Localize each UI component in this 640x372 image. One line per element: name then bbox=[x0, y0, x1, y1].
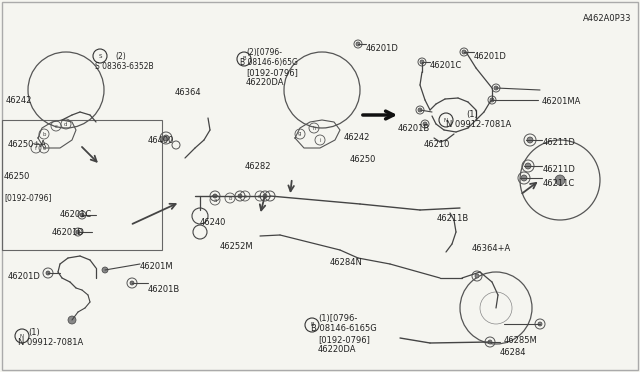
Text: N: N bbox=[20, 334, 24, 339]
Circle shape bbox=[527, 137, 533, 143]
Text: 46201D: 46201D bbox=[474, 52, 507, 61]
Text: e: e bbox=[42, 145, 45, 151]
Text: g: g bbox=[298, 131, 301, 137]
Text: (1): (1) bbox=[466, 110, 477, 119]
Text: 46240: 46240 bbox=[200, 218, 227, 227]
Circle shape bbox=[238, 194, 242, 198]
Text: b: b bbox=[228, 196, 232, 201]
Text: [0192-0796]: [0192-0796] bbox=[246, 68, 298, 77]
Text: 46201D: 46201D bbox=[52, 228, 85, 237]
Text: 46211C: 46211C bbox=[543, 179, 575, 188]
Text: 46285M: 46285M bbox=[504, 336, 538, 345]
Text: 46220DA: 46220DA bbox=[246, 78, 285, 87]
Circle shape bbox=[68, 316, 76, 324]
Text: 46201MA: 46201MA bbox=[542, 97, 581, 106]
Text: S 08363-6352B: S 08363-6352B bbox=[95, 62, 154, 71]
Circle shape bbox=[538, 322, 542, 326]
Text: B: B bbox=[310, 323, 314, 327]
Circle shape bbox=[263, 194, 267, 198]
Text: N 09912-7081A: N 09912-7081A bbox=[446, 120, 511, 129]
Text: 46201B: 46201B bbox=[148, 285, 180, 294]
Text: 46284N: 46284N bbox=[330, 258, 363, 267]
Text: 46201B: 46201B bbox=[398, 124, 430, 133]
Circle shape bbox=[420, 60, 424, 64]
Text: S: S bbox=[99, 54, 102, 58]
Circle shape bbox=[475, 274, 479, 278]
Circle shape bbox=[46, 271, 50, 275]
Text: 46201C: 46201C bbox=[60, 210, 92, 219]
Text: N 09912-7081A: N 09912-7081A bbox=[18, 338, 83, 347]
Text: 46250: 46250 bbox=[4, 172, 30, 181]
Text: 46211D: 46211D bbox=[543, 165, 576, 174]
Text: a: a bbox=[213, 198, 217, 202]
Text: B: B bbox=[242, 57, 246, 61]
Text: b: b bbox=[42, 131, 45, 137]
Circle shape bbox=[555, 175, 565, 185]
Circle shape bbox=[76, 230, 80, 234]
Text: 46364+A: 46364+A bbox=[472, 244, 511, 253]
Text: 46364: 46364 bbox=[175, 88, 202, 97]
Text: i: i bbox=[319, 138, 321, 142]
Circle shape bbox=[488, 340, 492, 344]
Circle shape bbox=[418, 108, 422, 112]
Text: c: c bbox=[54, 124, 58, 128]
Text: 46201M: 46201M bbox=[140, 262, 173, 271]
Text: 46250: 46250 bbox=[350, 155, 376, 164]
Circle shape bbox=[102, 267, 108, 273]
Text: [0192-0796]: [0192-0796] bbox=[318, 335, 370, 344]
Text: (1)[0796-: (1)[0796- bbox=[318, 314, 357, 323]
Text: B 08146-6165G: B 08146-6165G bbox=[311, 324, 377, 333]
Circle shape bbox=[356, 42, 360, 46]
Circle shape bbox=[423, 122, 427, 126]
Text: B 08146-6)65G: B 08146-6)65G bbox=[240, 58, 298, 67]
Text: d: d bbox=[259, 193, 262, 199]
Text: 46210: 46210 bbox=[424, 140, 451, 149]
Text: f: f bbox=[35, 145, 37, 151]
Text: 46250+A: 46250+A bbox=[8, 140, 47, 149]
Text: 46201D: 46201D bbox=[8, 272, 41, 281]
Circle shape bbox=[462, 50, 466, 54]
Text: 46282: 46282 bbox=[245, 162, 271, 171]
Text: (2)[0796-: (2)[0796- bbox=[246, 48, 282, 57]
Text: h: h bbox=[312, 125, 316, 131]
Text: 46284: 46284 bbox=[500, 348, 527, 357]
Text: (1): (1) bbox=[28, 328, 40, 337]
Circle shape bbox=[525, 163, 531, 169]
Text: 46201D: 46201D bbox=[366, 44, 399, 53]
Circle shape bbox=[80, 213, 84, 217]
Circle shape bbox=[213, 194, 217, 198]
Bar bbox=[2, 120, 162, 250]
Circle shape bbox=[521, 175, 527, 181]
Text: N: N bbox=[444, 118, 448, 122]
Circle shape bbox=[130, 281, 134, 285]
Text: 46220DA: 46220DA bbox=[318, 345, 356, 354]
Circle shape bbox=[490, 98, 494, 102]
Text: A462A0P33: A462A0P33 bbox=[583, 14, 632, 23]
Text: (2): (2) bbox=[115, 52, 125, 61]
Text: 46400: 46400 bbox=[148, 136, 174, 145]
Text: 46211D: 46211D bbox=[543, 138, 576, 147]
Text: 46211B: 46211B bbox=[437, 214, 469, 223]
Text: [0192-0796]: [0192-0796] bbox=[4, 193, 51, 202]
Text: 46242: 46242 bbox=[6, 96, 33, 105]
Text: 46252M: 46252M bbox=[220, 242, 253, 251]
Text: 46201C: 46201C bbox=[430, 61, 462, 70]
Text: 46242: 46242 bbox=[344, 133, 371, 142]
Text: d: d bbox=[64, 122, 68, 126]
Circle shape bbox=[494, 86, 498, 90]
Text: c: c bbox=[243, 193, 246, 199]
Circle shape bbox=[163, 135, 169, 141]
